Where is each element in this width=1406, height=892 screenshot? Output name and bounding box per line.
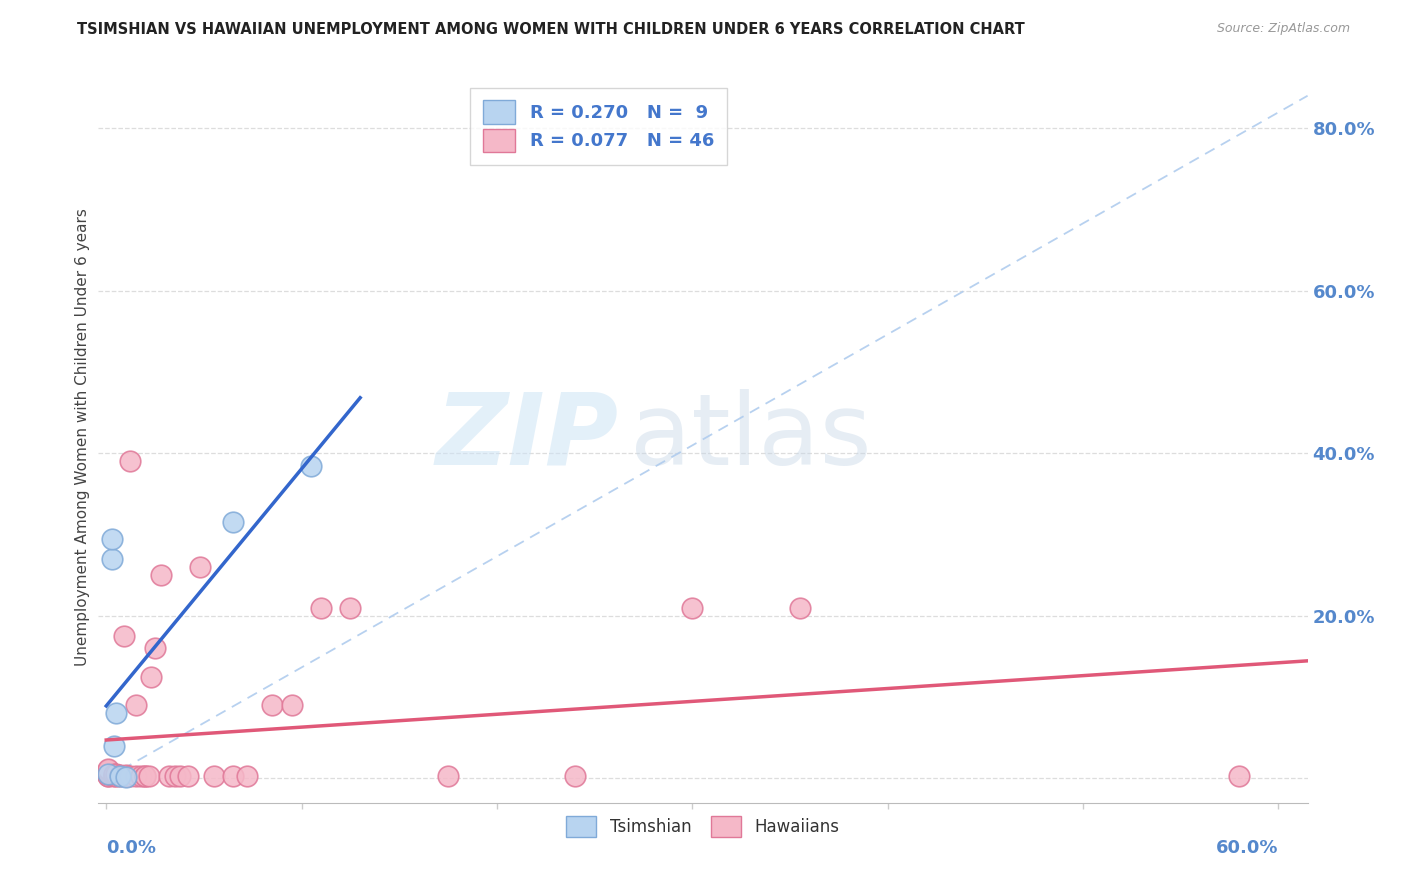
Point — [222, 516, 245, 530]
Point — [281, 698, 304, 713]
Point — [105, 706, 128, 721]
Point — [564, 769, 586, 783]
Point — [138, 769, 160, 783]
Point — [437, 769, 460, 783]
Point — [97, 766, 120, 780]
Point — [97, 769, 120, 783]
Point — [118, 769, 141, 783]
Point — [124, 769, 146, 783]
Point — [97, 769, 120, 783]
Point — [103, 769, 125, 783]
Text: ZIP: ZIP — [436, 389, 619, 485]
Point — [309, 600, 332, 615]
Point — [105, 767, 128, 781]
Point — [177, 769, 200, 783]
Point — [262, 698, 284, 713]
Point — [97, 764, 120, 778]
Point — [141, 670, 163, 684]
Point — [163, 769, 186, 783]
Text: 0.0%: 0.0% — [107, 839, 156, 857]
Point — [101, 532, 124, 546]
Point — [108, 769, 131, 783]
Point — [114, 768, 136, 782]
Point — [112, 629, 135, 643]
Point — [339, 600, 361, 615]
Point — [114, 769, 136, 783]
Legend: Tsimshian, Hawaiians: Tsimshian, Hawaiians — [558, 807, 848, 846]
Point — [188, 560, 211, 574]
Point — [108, 768, 131, 782]
Text: TSIMSHIAN VS HAWAIIAN UNEMPLOYMENT AMONG WOMEN WITH CHILDREN UNDER 6 YEARS CORRE: TSIMSHIAN VS HAWAIIAN UNEMPLOYMENT AMONG… — [77, 22, 1025, 37]
Text: Source: ZipAtlas.com: Source: ZipAtlas.com — [1216, 22, 1350, 36]
Point — [97, 764, 120, 779]
Point — [143, 641, 166, 656]
Point — [1227, 769, 1250, 783]
Y-axis label: Unemployment Among Women with Children Under 6 years: Unemployment Among Women with Children U… — [75, 208, 90, 666]
Point — [202, 769, 225, 783]
Point — [236, 769, 259, 783]
Point — [134, 769, 156, 783]
Point — [169, 769, 191, 783]
Point — [134, 769, 156, 783]
Point — [681, 600, 703, 615]
Point — [118, 454, 141, 468]
Point — [789, 600, 811, 615]
Point — [299, 458, 322, 473]
Text: atlas: atlas — [630, 389, 872, 485]
Point — [114, 770, 136, 784]
Point — [222, 769, 245, 783]
Point — [149, 568, 172, 582]
Point — [157, 769, 180, 783]
Point — [105, 769, 128, 783]
Point — [103, 739, 125, 753]
Point — [97, 767, 120, 781]
Point — [101, 552, 124, 566]
Point — [124, 698, 146, 713]
Point — [108, 769, 131, 783]
Point — [103, 768, 125, 782]
Point — [131, 769, 153, 783]
Text: 60.0%: 60.0% — [1216, 839, 1278, 857]
Point — [97, 767, 120, 781]
Point — [97, 762, 120, 776]
Point — [97, 765, 120, 780]
Point — [103, 766, 125, 780]
